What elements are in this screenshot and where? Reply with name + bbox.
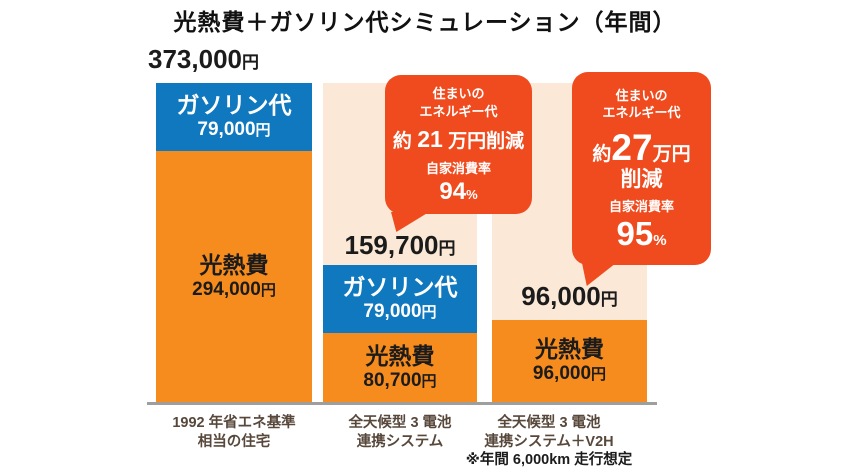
callout1-heading: 住まいの エネルギー代 [419, 85, 497, 120]
savings-callout-v2h: 住まいの エネルギー代 約27万円 削減 自家消費率 95% [572, 72, 711, 265]
category1-line2: 相当の住宅 [197, 433, 271, 450]
bar1-gasoline-amount-unit: 円 [255, 122, 271, 140]
bar2-utility-amount-unit: 円 [421, 372, 437, 390]
callout2-saving-prefix: 約 [592, 143, 612, 165]
callout2-saving-suffix: 万円 [652, 143, 691, 165]
callout1-saving-prefix: 約 [392, 131, 418, 153]
bar2-utility-name: 光熱費 [365, 342, 435, 369]
bar-1992-standard-house: 373,000円 ガソリン代 79,000円 光熱費 294,000円 [148, 45, 312, 402]
category-label-v2h: 全天候型 3 電池 連携システム＋V2H ※年間 6,000km 走行想定 [444, 414, 654, 470]
category2-line1: 全天候型 3 電池 [348, 415, 452, 431]
callout1-rate-label: 自家消費率 [425, 161, 491, 177]
bar2-gasoline-segment: ガソリン代 79,000円 [323, 265, 477, 333]
bar1-gasoline-name: ガソリン代 [176, 92, 292, 119]
bar1-total-unit: 円 [241, 53, 259, 73]
callout2-saving-value: 27 [611, 126, 653, 168]
x-axis-line [147, 402, 657, 405]
callout1-rate-value: 94 [439, 177, 467, 205]
bar3-utility-name: 光熱費 [535, 336, 604, 363]
bar1-gasoline-segment: ガソリン代 79,000円 [156, 83, 312, 151]
bar2-total-label: 159,700円 [323, 231, 477, 260]
bar1-total-label: 373,000円 [148, 45, 259, 74]
callout1-heading-line1: 住まいの [432, 86, 485, 102]
callout1-saving: 約 21 万円削減 [393, 127, 524, 153]
category-label-1992-house: 1992 年省エネ基準 相当の住宅 [156, 414, 312, 451]
bar2-utility-amount-value: 80,700 [363, 369, 422, 391]
bar3-utility-segment: 光熱費 96,000円 [492, 320, 647, 402]
category-label-3battery: 全天候型 3 電池 連携システム [323, 414, 477, 451]
bar3-utility-amount-value: 96,000 [532, 363, 592, 385]
bar1-gasoline-amount: 79,000円 [197, 119, 270, 140]
bar2-gasoline-amount-unit: 円 [421, 304, 437, 322]
category2-line2: 連携システム [356, 433, 444, 450]
bar1-total-value: 373,000 [148, 44, 242, 75]
callout1-saving-value: 21 [417, 126, 443, 153]
category3-line2: 連携システム＋V2H [484, 433, 614, 450]
callout2-heading: 住まいの エネルギー代 [602, 87, 680, 122]
callout2-saving: 約27万円 [592, 129, 690, 166]
callout2-heading-line2: エネルギー代 [602, 105, 681, 121]
bar1-gasoline-amount-value: 79,000 [197, 119, 256, 141]
bar1-utility-name: 光熱費 [199, 251, 269, 278]
bar2-gasoline-amount-value: 79,000 [363, 301, 422, 323]
callout2-rate-label: 自家消費率 [608, 198, 674, 214]
bar1-utility-segment: 光熱費 294,000円 [156, 151, 312, 402]
callout2-rate-value: 95 [616, 215, 654, 253]
category1-line1: 1992 年省エネ基準 [172, 415, 296, 431]
bar3-total-unit: 円 [600, 290, 618, 310]
category3-line1: 全天候型 3 電池 [497, 415, 601, 431]
chart-title: 光熱費＋ガソリン代シミュレーション（年間） [173, 9, 677, 35]
callout2-rate: 95% [616, 217, 666, 250]
bar1-utility-amount-unit: 円 [260, 281, 276, 299]
bar3-total-value: 96,000 [521, 281, 601, 312]
bar2-total-unit: 円 [438, 239, 456, 259]
mileage-footnote: ※年間 6,000km 走行想定 [465, 452, 633, 469]
callout2-saving-line2: 削減 [620, 167, 663, 191]
callout2-rate-unit: % [653, 232, 667, 250]
bar2-utility-segment: 光熱費 80,700円 [323, 333, 477, 402]
callout1-rate-unit: % [466, 186, 478, 202]
bar2-gasoline-name: ガソリン代 [342, 274, 458, 301]
bar1-utility-amount: 294,000円 [192, 279, 276, 300]
bar3-stack: 96,000円 光熱費 96,000円 [492, 282, 647, 402]
bar3-total-label: 96,000円 [492, 282, 647, 311]
callout1-saving-suffix: 万円削減 [442, 131, 525, 153]
bar1-stack: ガソリン代 79,000円 光熱費 294,000円 [156, 83, 312, 402]
bar3-utility-amount: 96,000円 [533, 363, 606, 384]
savings-callout-3battery: 住まいの エネルギー代 約 21 万円削減 自家消費率 94% [385, 75, 532, 214]
bar3-utility-amount-unit: 円 [591, 366, 607, 384]
bar2-total-value: 159,700 [344, 230, 439, 261]
bar2-gasoline-amount: 79,000円 [363, 301, 436, 322]
bar1-utility-amount-value: 294,000 [192, 278, 261, 300]
callout1-heading-line2: エネルギー代 [419, 103, 498, 119]
callout2-heading-line1: 住まいの [615, 87, 668, 103]
bar2-utility-amount: 80,700円 [363, 370, 436, 391]
bar2-stack: 159,700円 ガソリン代 79,000円 光熱費 80,700円 [323, 231, 477, 402]
callout1-rate: 94% [439, 177, 478, 205]
